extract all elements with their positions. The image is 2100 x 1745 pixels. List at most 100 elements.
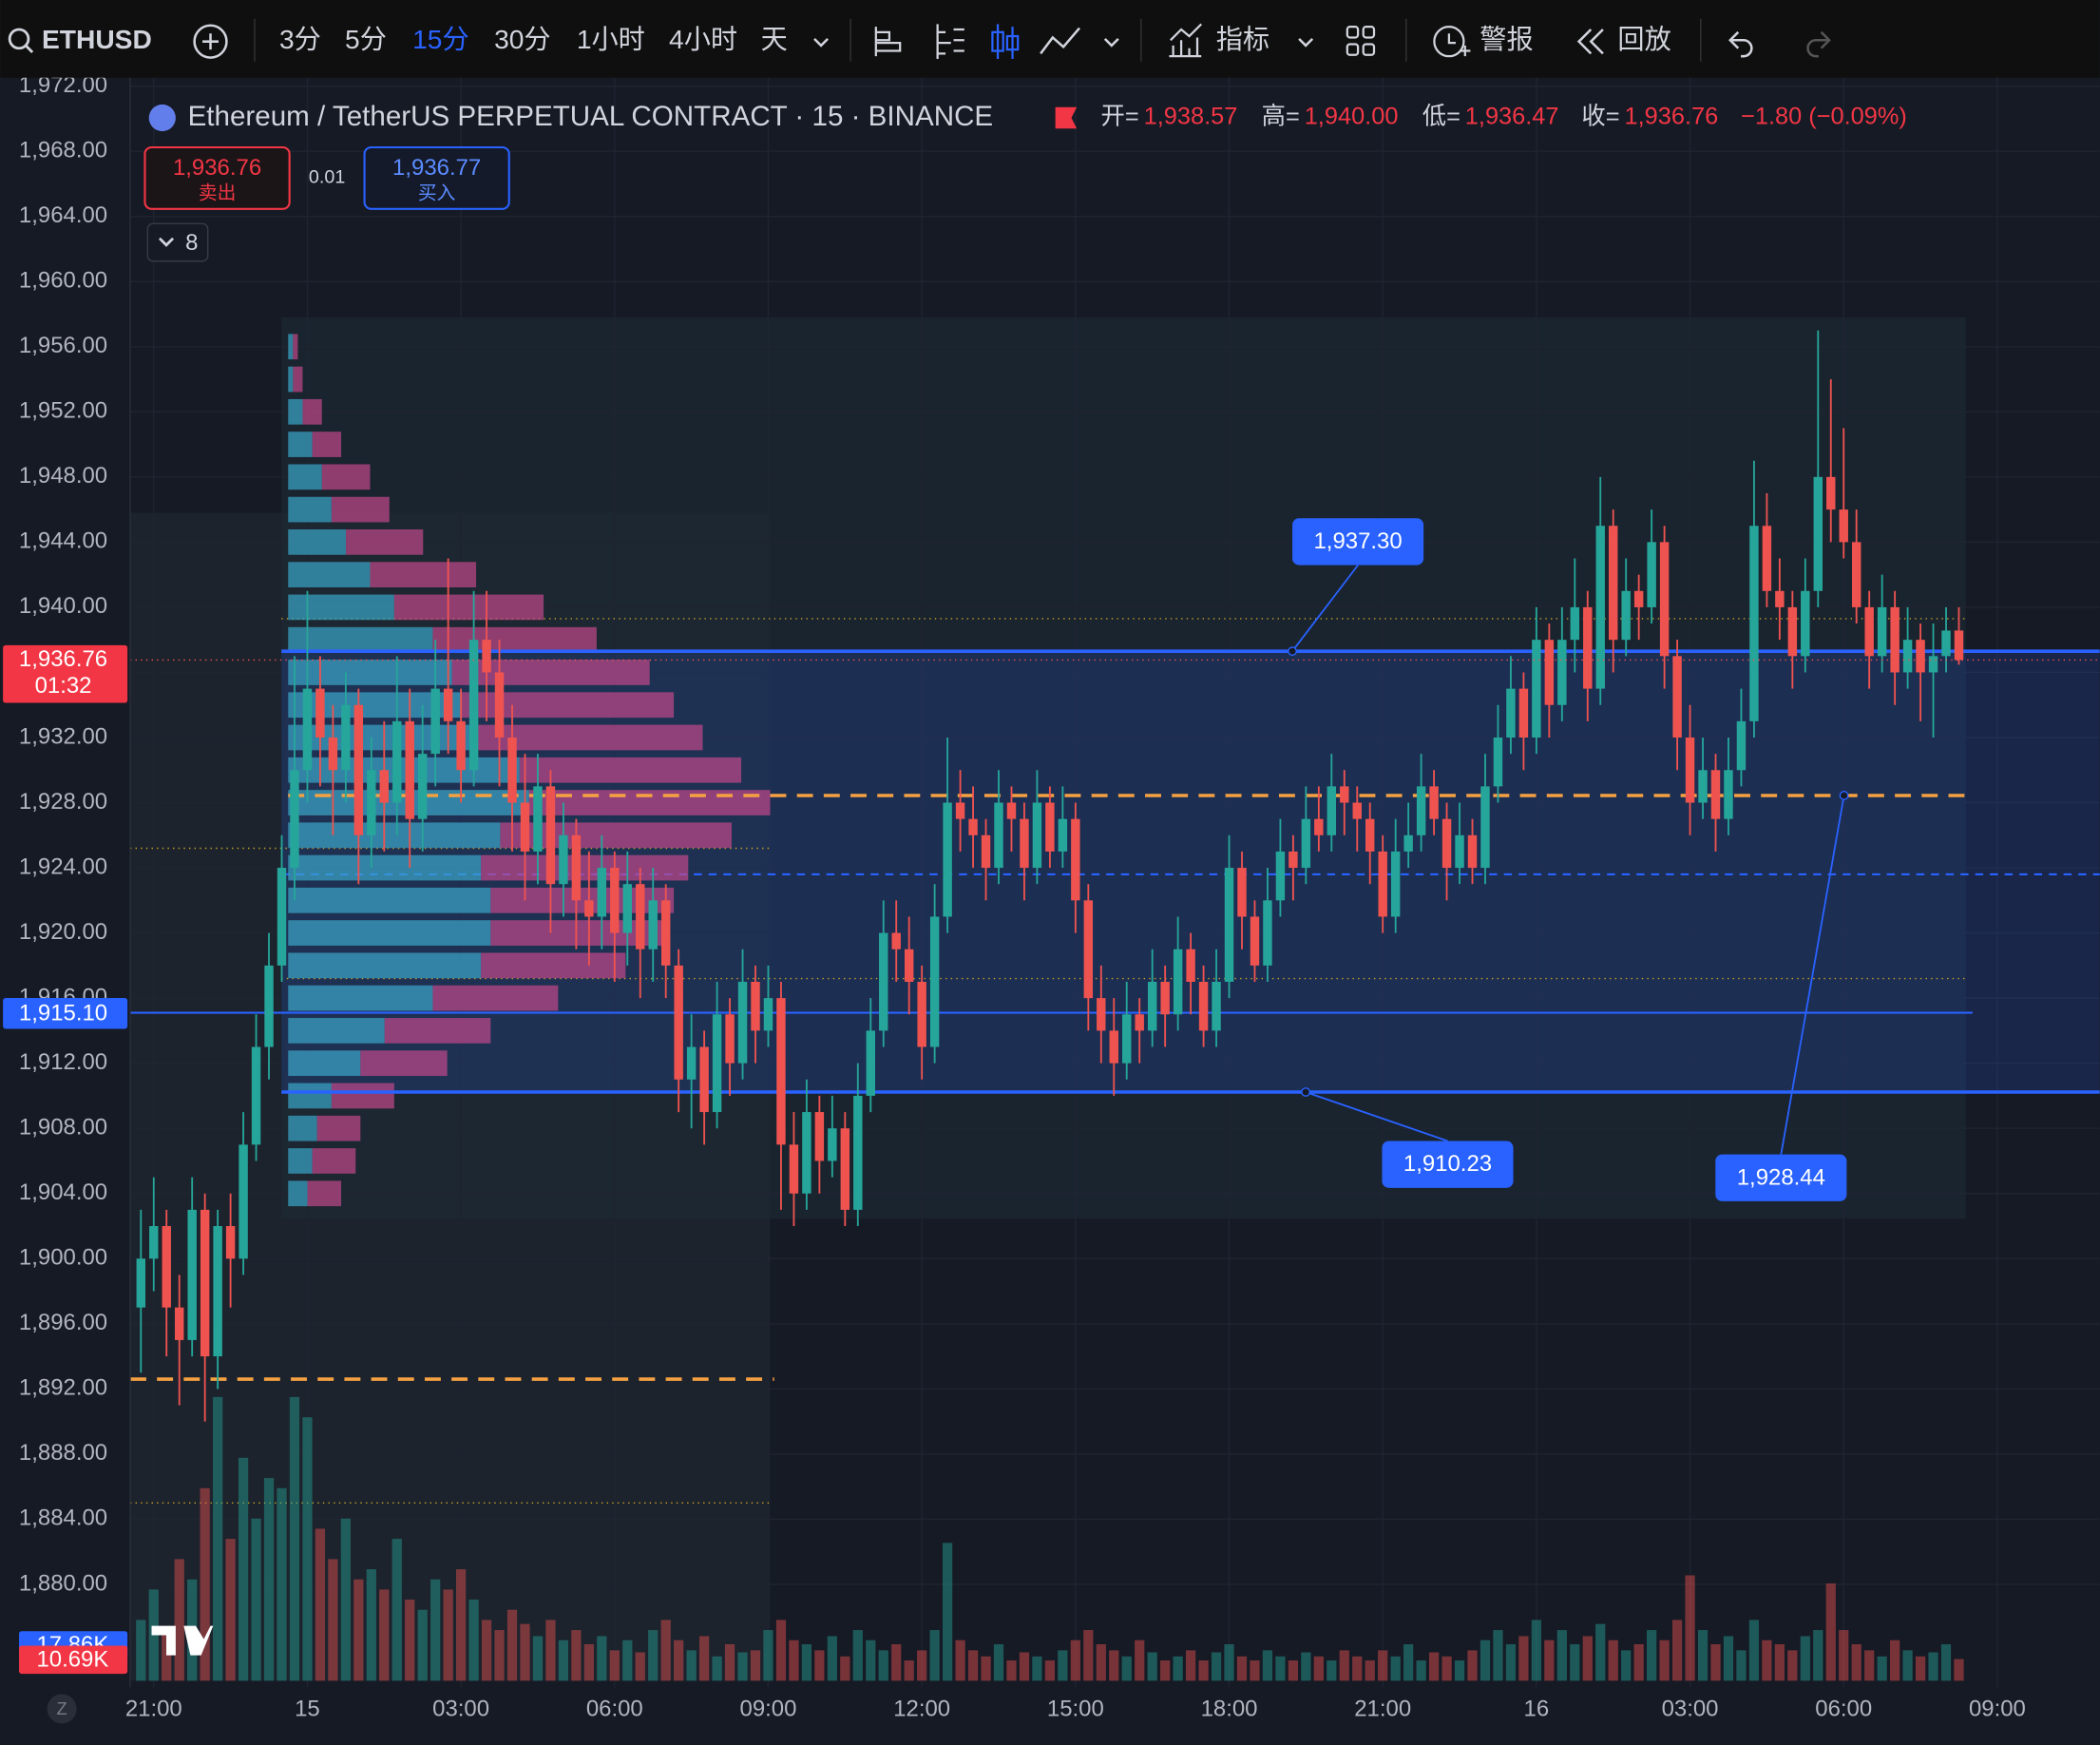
candle-body xyxy=(1263,900,1272,966)
time-axis-panel xyxy=(0,1687,2100,1745)
redo[interactable] xyxy=(1806,30,1831,58)
interval[interactable]: 3分 xyxy=(279,24,321,54)
alert-icon[interactable] xyxy=(1433,26,1465,58)
callout-label: 1,910.23 xyxy=(1403,1151,1492,1177)
indicator-icon[interactable] xyxy=(1169,23,1203,58)
volume-bar xyxy=(840,1656,850,1681)
profile-up xyxy=(288,562,371,588)
volume-bar xyxy=(162,1630,172,1681)
candle-body xyxy=(1327,786,1337,835)
indicators[interactable]: 指标 xyxy=(1216,24,1270,54)
chart-type-menu[interactable] xyxy=(1103,37,1119,48)
candle-body xyxy=(353,704,364,835)
add-symbol[interactable] xyxy=(193,24,228,59)
callout-anchor xyxy=(1839,791,1849,800)
candle-body xyxy=(239,1144,248,1259)
candle-body xyxy=(264,965,274,1047)
candle-body xyxy=(1916,640,1925,673)
volume-bar xyxy=(379,1589,390,1681)
candles-icon[interactable] xyxy=(996,24,1014,59)
profile-down xyxy=(481,952,626,979)
volume-bar xyxy=(1428,1652,1440,1681)
line-icon[interactable] xyxy=(1040,27,1080,55)
candles-icon-body xyxy=(1005,34,1020,51)
volume-bar xyxy=(1070,1640,1080,1681)
interval[interactable]: 4小时 xyxy=(669,24,737,54)
candle-body xyxy=(699,1046,709,1113)
volume-bar xyxy=(545,1620,556,1681)
buy-button[interactable] xyxy=(363,145,510,210)
candle-body xyxy=(1851,542,1861,607)
high-value: 1,940.00 xyxy=(1305,104,1399,130)
interval[interactable]: 天 xyxy=(761,24,788,54)
volume-bar xyxy=(1762,1640,1772,1681)
volume-bar xyxy=(1697,1630,1709,1681)
volume-bar xyxy=(1313,1656,1324,1681)
indicator-toggle[interactable] xyxy=(146,222,209,262)
candle-body xyxy=(1595,526,1605,689)
interval-active[interactable]: 15分 xyxy=(412,24,469,54)
candle-body xyxy=(1557,640,1567,705)
candle-body xyxy=(1186,949,1195,982)
list-icon[interactable] xyxy=(936,24,964,59)
undo[interactable] xyxy=(1728,30,1753,58)
alerts[interactable]: 警报 xyxy=(1480,24,1533,54)
y-tick-label: 1,928.00 xyxy=(19,789,107,815)
volume-bar xyxy=(1198,1660,1209,1681)
candle-body xyxy=(494,672,505,738)
interval[interactable]: 1小时 xyxy=(577,24,645,54)
replay-icon[interactable] xyxy=(1576,29,1604,55)
replay[interactable]: 回放 xyxy=(1617,24,1670,54)
profile-up xyxy=(288,887,491,913)
volume-bar xyxy=(981,1656,991,1681)
profile-up xyxy=(288,594,394,621)
open-value: 1,938.57 xyxy=(1144,104,1238,130)
profile-up xyxy=(288,985,433,1011)
candle-body xyxy=(290,770,299,869)
profile-down xyxy=(307,1180,342,1207)
volume-bar xyxy=(494,1630,505,1681)
candle-body xyxy=(1378,851,1387,917)
candle-body xyxy=(571,834,582,901)
volume-bar xyxy=(353,1579,364,1681)
profile-up xyxy=(288,854,482,881)
interval-menu[interactable] xyxy=(813,37,829,48)
volume-bar xyxy=(213,1396,223,1681)
volume-bar xyxy=(1787,1650,1798,1681)
x-tick-label: 09:00 xyxy=(740,1697,797,1722)
interval[interactable]: 5分 xyxy=(345,24,387,54)
volume-bar xyxy=(648,1630,659,1681)
candle-body xyxy=(648,900,658,949)
candle-body xyxy=(1071,818,1080,901)
volume-bar xyxy=(1378,1650,1388,1681)
y-tick-label: 1,944.00 xyxy=(19,528,107,554)
symbol[interactable]: ETHUSD xyxy=(42,24,152,54)
sell-button[interactable] xyxy=(143,145,291,210)
volume-bar xyxy=(1748,1620,1760,1681)
indicators-menu[interactable] xyxy=(1298,37,1314,48)
volume-bar xyxy=(558,1640,569,1681)
candle-body xyxy=(277,868,287,966)
candle-body xyxy=(789,1144,799,1194)
volume-bar xyxy=(712,1656,722,1681)
volume-bar xyxy=(942,1543,953,1681)
volume-bar xyxy=(750,1650,761,1681)
profile-down xyxy=(528,790,771,815)
layout-icon[interactable] xyxy=(1346,26,1360,39)
candle-body xyxy=(1314,818,1324,835)
interval[interactable]: 30分 xyxy=(494,24,551,54)
bars-icon[interactable] xyxy=(874,27,902,57)
candle-body xyxy=(1877,606,1887,657)
volume-bar xyxy=(1058,1650,1068,1681)
candle-body xyxy=(1467,834,1478,869)
profile-up xyxy=(288,952,482,979)
z-button[interactable] xyxy=(47,1694,77,1724)
volume-bar xyxy=(1403,1643,1414,1681)
y-tick-label: 1,932.00 xyxy=(19,723,107,749)
volume-bar xyxy=(1890,1640,1900,1681)
search-icon[interactable] xyxy=(8,28,30,50)
candle-body xyxy=(660,900,671,966)
volume-bar xyxy=(1147,1652,1157,1681)
chevron xyxy=(158,237,175,247)
candle-body xyxy=(1621,590,1631,641)
